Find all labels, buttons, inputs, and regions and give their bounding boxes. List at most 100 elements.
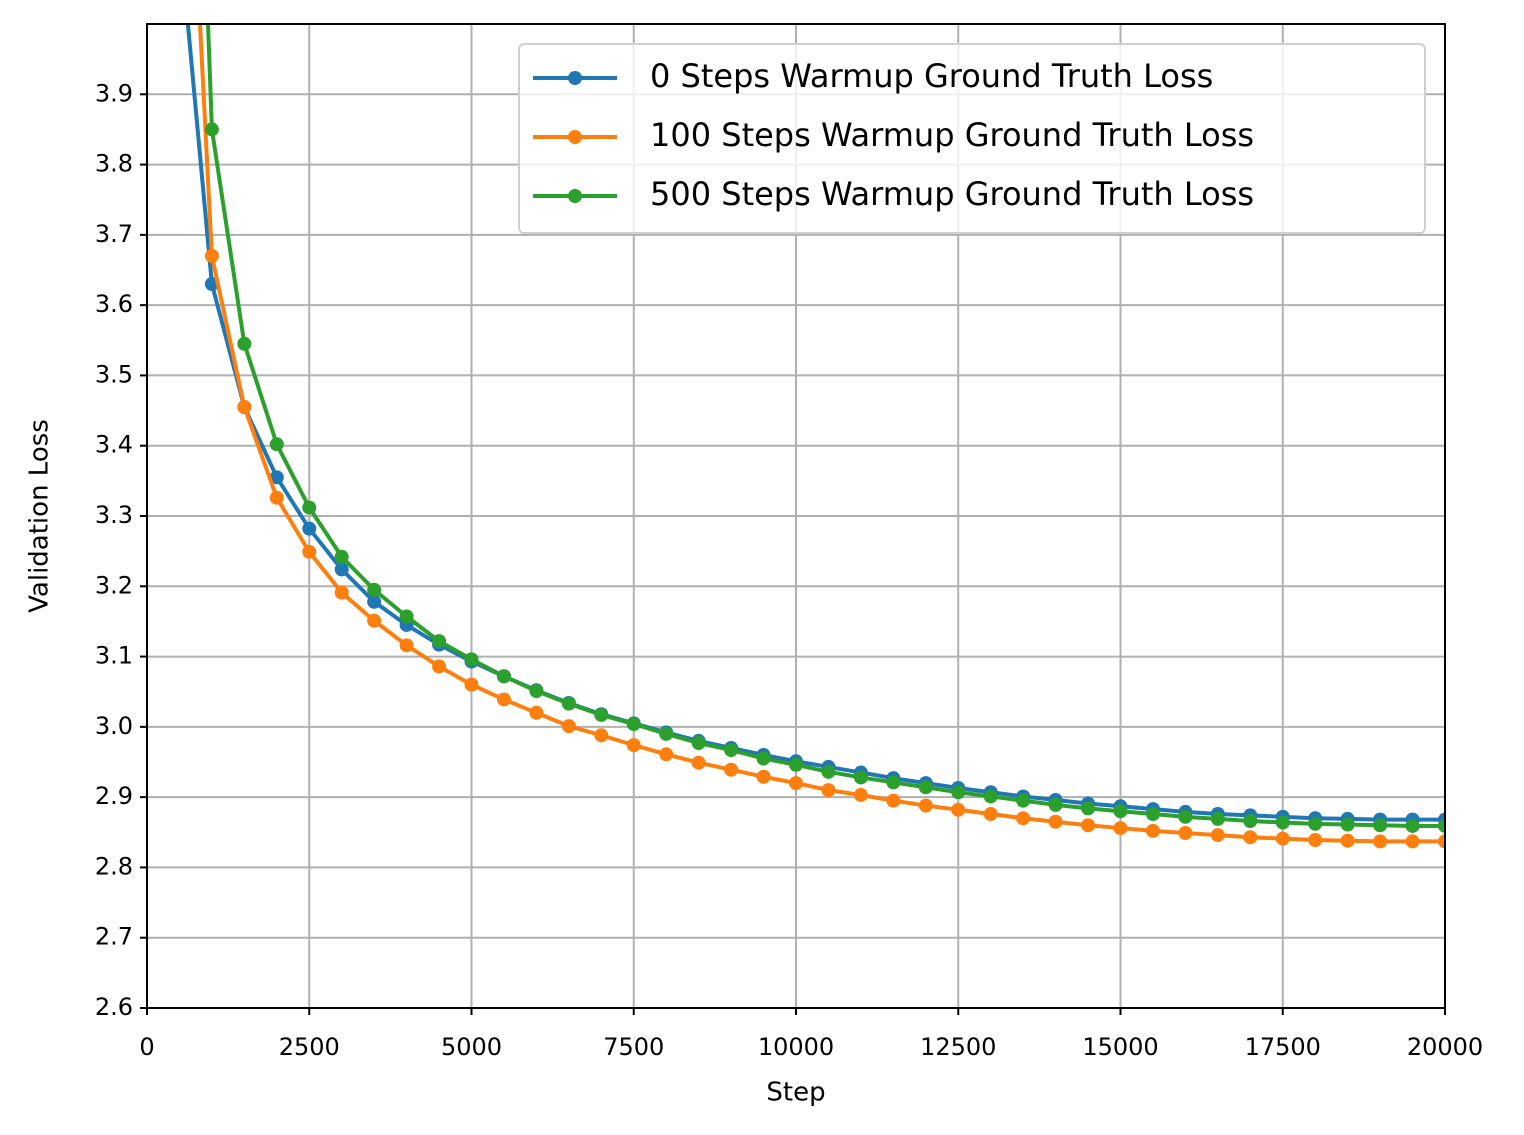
x-tick-label: 15000 bbox=[1082, 1033, 1158, 1061]
point bbox=[1438, 818, 1445, 833]
point bbox=[853, 770, 868, 785]
point bbox=[626, 738, 641, 753]
x-axis-label: Step bbox=[766, 1078, 825, 1108]
point bbox=[302, 521, 317, 536]
point bbox=[237, 336, 252, 351]
point bbox=[1275, 831, 1290, 846]
point bbox=[496, 669, 511, 684]
y-tick-label: 3.9 bbox=[95, 79, 133, 107]
series-line bbox=[185, 24, 1445, 822]
point bbox=[1373, 818, 1388, 833]
y-tick-label: 3.5 bbox=[95, 360, 133, 388]
point bbox=[1405, 818, 1420, 833]
point bbox=[756, 769, 771, 784]
point bbox=[918, 780, 933, 795]
point bbox=[496, 692, 511, 707]
point bbox=[529, 684, 544, 699]
point bbox=[853, 788, 868, 803]
point bbox=[464, 677, 479, 692]
point bbox=[1178, 825, 1193, 840]
point bbox=[659, 726, 674, 741]
y-tick-label: 3.1 bbox=[95, 642, 133, 670]
point bbox=[237, 400, 252, 415]
x-tick-label: 5000 bbox=[441, 1033, 502, 1061]
x-tick-label: 10000 bbox=[758, 1033, 834, 1061]
point bbox=[561, 696, 576, 711]
point bbox=[594, 707, 609, 722]
point bbox=[1016, 811, 1031, 826]
point bbox=[1113, 821, 1128, 836]
point bbox=[269, 490, 284, 505]
point bbox=[1210, 811, 1225, 826]
point bbox=[1016, 793, 1031, 808]
plot-frame bbox=[146, 23, 1446, 1009]
x-tick-label: 0 bbox=[139, 1033, 154, 1061]
x-tick-label: 12500 bbox=[920, 1033, 996, 1061]
point bbox=[659, 747, 674, 762]
point bbox=[789, 757, 803, 772]
point bbox=[886, 775, 901, 790]
point bbox=[1178, 809, 1193, 824]
point bbox=[432, 634, 447, 649]
point bbox=[691, 736, 706, 751]
legend-marker bbox=[568, 130, 582, 144]
point bbox=[1145, 823, 1160, 838]
point bbox=[1048, 797, 1063, 812]
point bbox=[1048, 814, 1063, 829]
point bbox=[464, 652, 479, 667]
point bbox=[1210, 828, 1225, 843]
point bbox=[302, 500, 317, 515]
point bbox=[1340, 817, 1355, 832]
y-tick-label: 3.8 bbox=[95, 150, 133, 178]
point bbox=[367, 613, 382, 628]
point bbox=[886, 793, 901, 808]
series-line bbox=[197, 24, 1445, 844]
x-tick-label: 17500 bbox=[1245, 1033, 1321, 1061]
y-tick-label: 3.3 bbox=[95, 501, 133, 529]
point bbox=[626, 717, 641, 732]
x-tick-label: 7500 bbox=[603, 1033, 664, 1061]
point bbox=[269, 437, 284, 452]
point bbox=[724, 743, 739, 758]
point bbox=[1438, 834, 1445, 849]
point bbox=[821, 783, 836, 798]
point bbox=[1113, 804, 1128, 819]
point bbox=[724, 762, 739, 777]
point bbox=[983, 789, 998, 804]
point bbox=[951, 785, 966, 800]
y-tick-label: 2.7 bbox=[95, 923, 133, 951]
y-tick-label: 3.6 bbox=[95, 290, 133, 318]
point bbox=[1340, 833, 1355, 848]
point bbox=[594, 728, 609, 743]
y-tick-label: 3.0 bbox=[95, 712, 133, 740]
plot-area bbox=[185, 24, 1445, 849]
point bbox=[302, 544, 317, 559]
y-tick-label: 3.2 bbox=[95, 571, 133, 599]
point bbox=[529, 705, 544, 720]
y-tick-label: 2.9 bbox=[95, 782, 133, 810]
point bbox=[561, 719, 576, 734]
y-tick-label: 2.8 bbox=[95, 852, 133, 880]
point bbox=[367, 582, 382, 597]
point bbox=[1081, 801, 1096, 816]
point bbox=[789, 776, 803, 791]
point bbox=[1243, 814, 1258, 829]
point bbox=[1081, 818, 1096, 833]
legend-box bbox=[518, 43, 1426, 234]
point bbox=[334, 549, 349, 564]
y-axis-label: Validation Loss bbox=[25, 419, 55, 613]
point bbox=[918, 798, 933, 813]
point bbox=[204, 122, 219, 137]
series-line bbox=[206, 24, 1445, 828]
y-tick-label: 3.7 bbox=[95, 220, 133, 248]
point bbox=[1145, 807, 1160, 822]
point bbox=[334, 585, 349, 600]
x-tick-label: 2500 bbox=[279, 1033, 340, 1061]
point bbox=[1275, 815, 1290, 830]
point bbox=[1308, 816, 1323, 831]
point bbox=[399, 609, 414, 624]
legend-marker bbox=[568, 71, 582, 85]
point bbox=[983, 807, 998, 822]
point bbox=[691, 755, 706, 770]
